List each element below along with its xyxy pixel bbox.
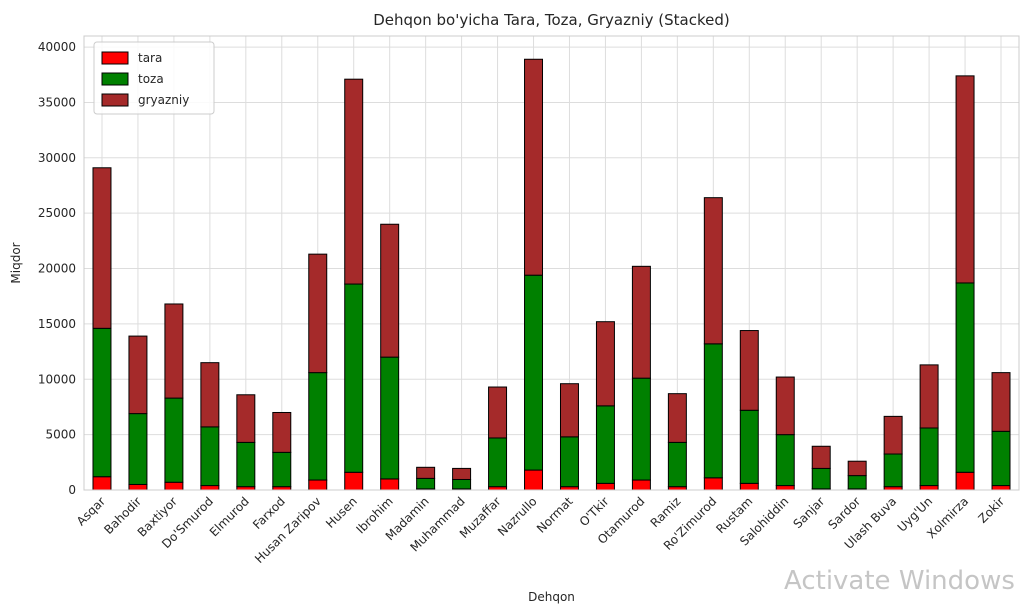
bar-gryazniy [488,386,508,439]
legend-swatch-tara [101,51,129,65]
y-axis-label: Miqdor [9,242,23,283]
y-tick-label: 25000 [38,206,76,220]
bar-toza [991,430,1011,487]
watermark-text: Activate Windows [784,566,1015,596]
bar-gryazniy [128,335,148,415]
bar-toza [164,397,184,483]
bar-tara [92,476,112,491]
bar-gryazniy [883,415,903,455]
bar-toza [703,343,723,479]
bar-toza [128,413,148,485]
bar-gryazniy [164,303,184,399]
legend-swatch-toza [101,72,129,86]
bar-toza [667,441,687,488]
bar-gryazniy [595,321,615,407]
bar-toza [955,282,975,473]
bar-toza [308,372,328,481]
bar-toza [559,436,579,488]
legend-swatch-gryazniy [101,93,129,107]
bar-gryazniy [703,197,723,345]
bar-gryazniy [991,372,1011,432]
bar-tara [344,471,364,491]
bar-toza [739,409,759,484]
bar-toza [92,327,112,478]
bar-gryazniy [200,362,220,428]
y-tick-label: 35000 [38,95,76,109]
bar-tara [524,469,544,491]
bar-toza [524,274,544,471]
bar-tara [955,471,975,491]
legend-label-toza: toza [138,72,164,86]
bar-toza [200,426,220,487]
bar-gryazniy [92,167,112,329]
y-tick-label: 40000 [38,40,76,54]
y-tick-label: 10000 [38,372,76,386]
bar-tara [919,485,939,491]
bar-tara [308,479,328,491]
bar-tara [739,482,759,491]
bar-tara [380,478,400,491]
bar-tara [631,479,651,491]
bar-toza [811,467,831,490]
bar-toza [595,405,615,484]
bar-toza [344,283,364,473]
x-axis-label: Dehqon [528,590,575,604]
bar-gryazniy [559,383,579,438]
bar-toza [488,437,508,488]
legend-label-tara: tara [138,51,162,65]
bar-gryazniy [272,411,292,453]
bar-tara [595,482,615,491]
bar-gryazniy [775,376,795,436]
bar-gryazniy [811,445,831,469]
bar-toza [272,451,292,488]
bar-gryazniy [919,364,939,429]
legend: tara toza gryazniy [93,41,215,115]
y-axis-ticks: 0 5000 10000 15000 20000 25000 30000 35000 40000 [38,40,76,497]
bar-gryazniy [344,78,364,285]
y-tick-label: 30000 [38,151,76,165]
bar-gryazniy [739,330,759,411]
bar-gryazniy [847,460,867,477]
bar-tara [200,485,220,491]
bar-toza [236,441,256,488]
bar-gryazniy [452,467,472,480]
bar-toza [919,427,939,487]
bar-toza [416,477,436,490]
bar-tara [775,485,795,491]
bar-gryazniy [524,58,544,276]
plot-frame [83,35,1020,491]
bar-tara [128,483,148,491]
bar-gryazniy [631,265,651,379]
bar-toza [775,434,795,487]
bar-toza [883,453,903,488]
bar-tara [991,485,1011,491]
y-tick-label: 5000 [45,428,76,442]
bar-toza [452,478,472,490]
bar-gryazniy [955,75,975,284]
legend-label-gryazniy: gryazniy [138,93,189,107]
bar-toza [631,377,651,481]
bar-gryazniy [416,466,436,479]
bar-toza [380,356,400,480]
y-tick-label: 0 [68,483,76,497]
bar-gryazniy [236,394,256,443]
bar-tara [703,477,723,491]
chart-title: Dehqon bo'yicha Tara, Toza, Gryazniy (St… [373,11,730,29]
y-tick-label: 20000 [38,262,76,276]
y-tick-label: 15000 [38,317,76,331]
bar-gryazniy [380,223,400,358]
bar-toza [847,475,867,490]
bar-tara [164,481,184,491]
bar-gryazniy [667,393,687,443]
bar-gryazniy [308,253,328,374]
